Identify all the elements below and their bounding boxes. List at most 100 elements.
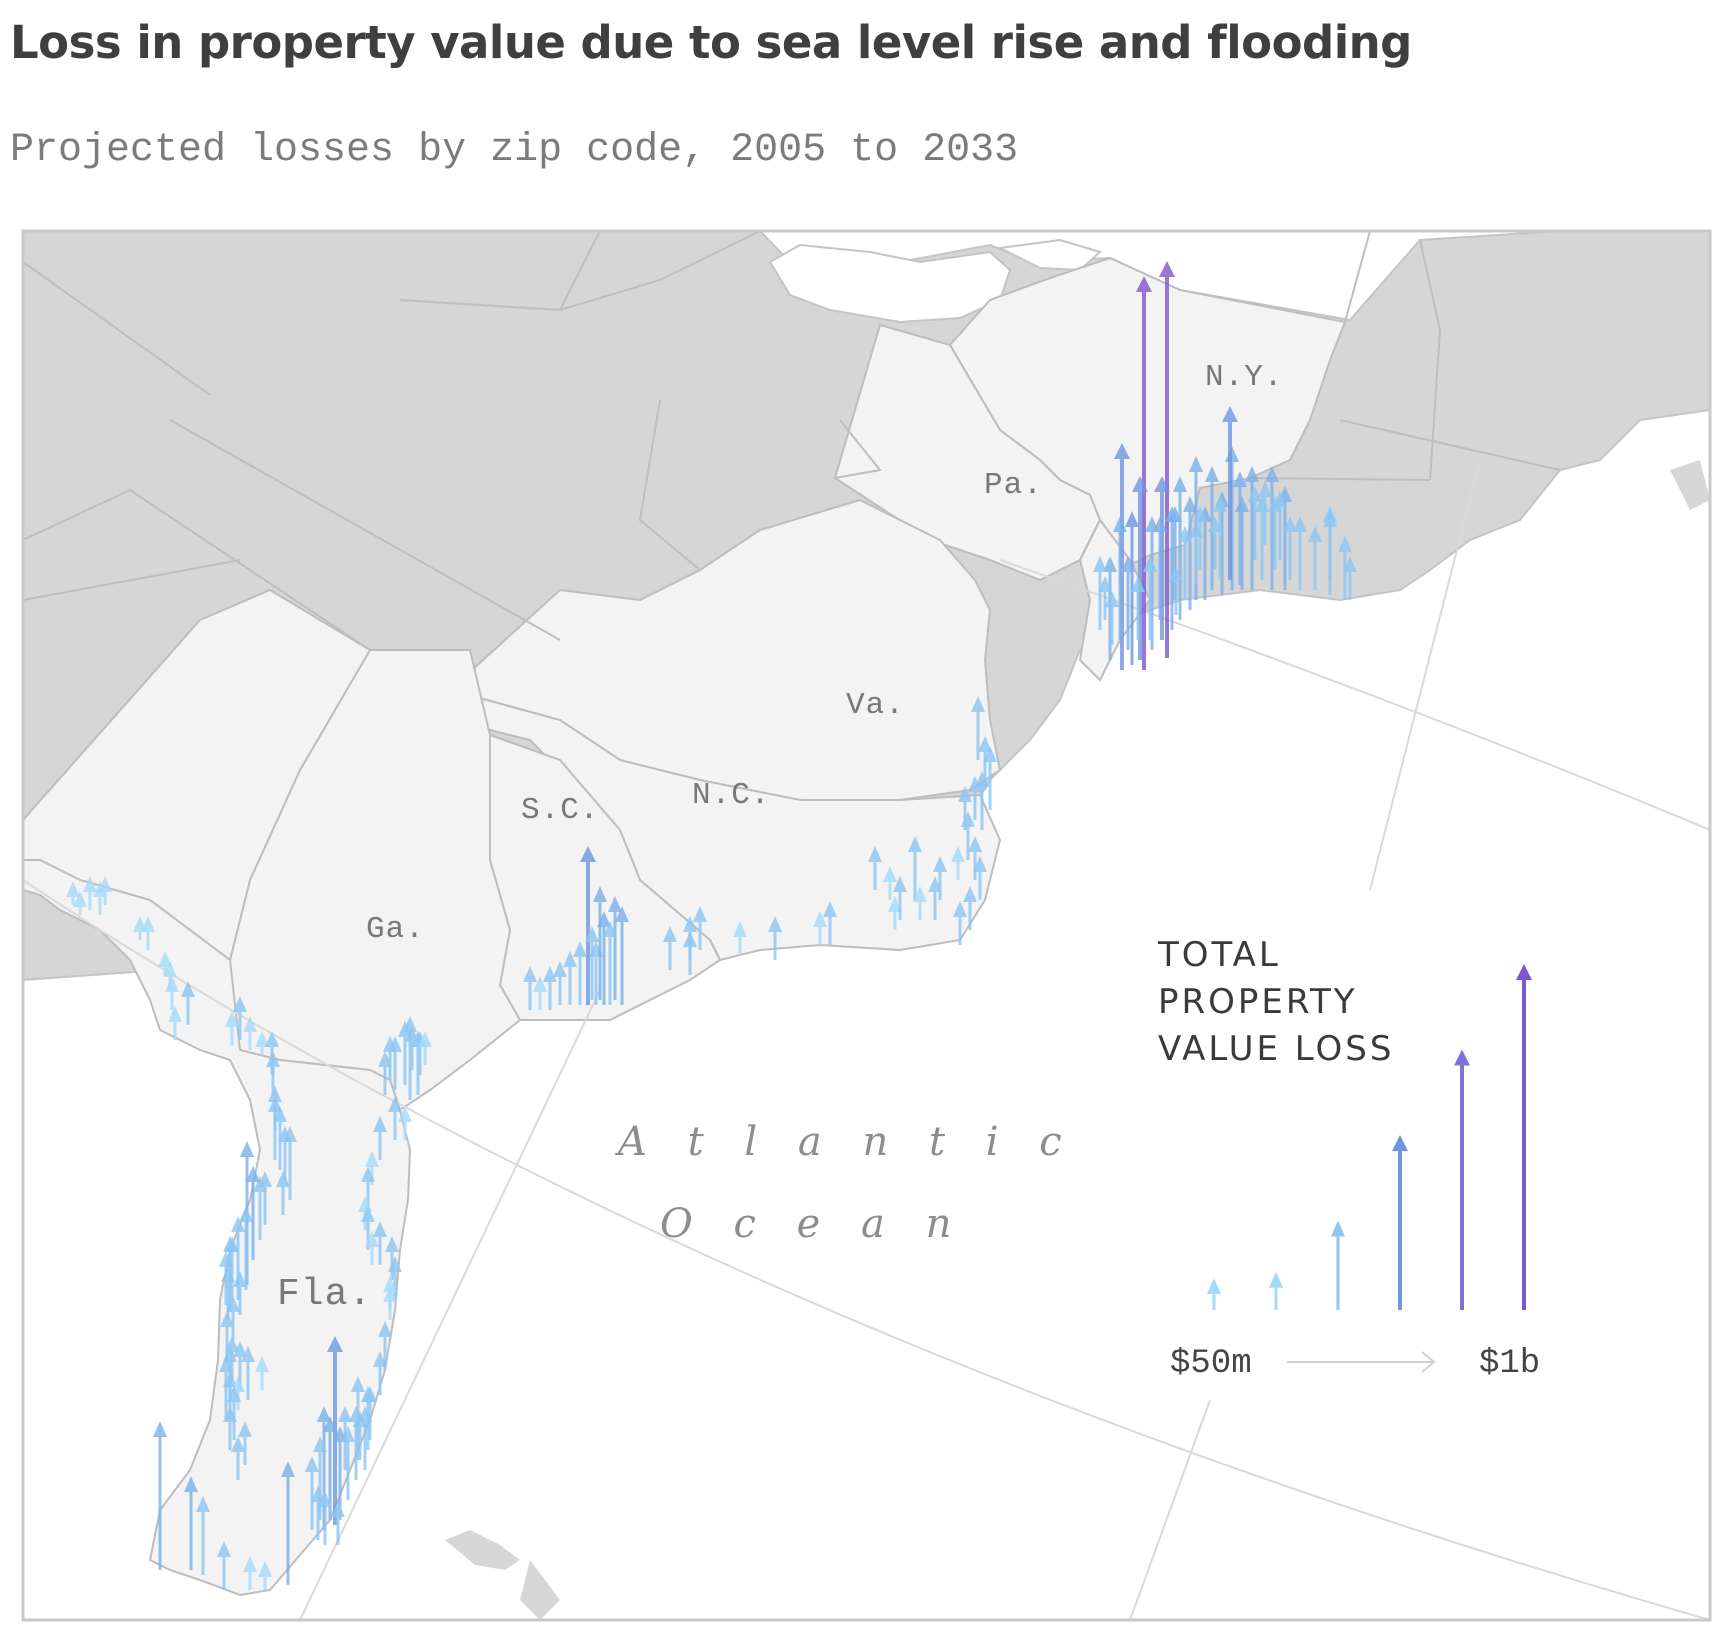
loss-spike-head — [276, 1171, 290, 1187]
loss-spike-head — [1258, 481, 1272, 497]
loss-spike — [405, 1026, 419, 1070]
loss-spike-head — [378, 1321, 392, 1337]
loss-spike — [338, 1406, 352, 1470]
loss-spike — [165, 976, 179, 1010]
loss-spike-head — [73, 891, 87, 907]
loss-spike-head — [1233, 471, 1247, 487]
loss-spike-head — [543, 966, 557, 982]
loss-spike-head — [351, 1376, 365, 1392]
loss-spike — [1338, 536, 1352, 600]
state-label-fla: Fla. — [277, 1273, 372, 1316]
loss-spike-head — [243, 1016, 257, 1032]
loss-spike-head — [768, 916, 782, 932]
loss-spike-head — [951, 846, 965, 862]
loss-spike — [968, 836, 982, 880]
loss-spike — [373, 1351, 387, 1395]
ocean-label-line2: O c e a n — [660, 1201, 965, 1247]
loss-spike — [66, 881, 80, 905]
loss-spike-head — [823, 901, 837, 917]
loss-spike — [1331, 1220, 1345, 1310]
loss-spike — [1213, 496, 1227, 580]
loss-spike-head — [1168, 506, 1182, 522]
loss-spike-head — [1103, 556, 1117, 572]
loss-spike — [580, 846, 596, 1005]
loss-spike-head — [553, 961, 567, 977]
loss-spike — [543, 966, 557, 1010]
loss-spike — [398, 1021, 412, 1085]
loss-spike-head — [383, 1286, 397, 1302]
loss-spike-head — [1189, 521, 1203, 537]
loss-spike — [1392, 1135, 1408, 1310]
loss-spike — [373, 1221, 387, 1265]
loss-spike-head — [1159, 261, 1175, 277]
loss-spike-head — [913, 886, 927, 902]
loss-spike — [168, 1006, 182, 1040]
loss-spike-head — [418, 1031, 432, 1047]
loss-spike — [1205, 466, 1219, 590]
loss-spike — [231, 1436, 245, 1480]
map-frame — [21, 229, 1712, 1622]
state-label-ny: N.Y. — [1205, 360, 1283, 395]
loss-spike — [73, 891, 87, 915]
loss-spike — [1093, 556, 1107, 630]
loss-spike-head — [266, 1051, 280, 1067]
loss-spike — [1233, 471, 1247, 585]
loss-spike — [83, 876, 97, 910]
loss-spike-head — [331, 1501, 345, 1517]
loss-spike — [418, 1031, 432, 1065]
loss-spike-head — [1183, 496, 1197, 512]
loss-spike-head — [978, 736, 992, 752]
loss-spike-head — [66, 881, 80, 897]
page-subtitle: Projected losses by zip code, 2005 to 20… — [10, 128, 1019, 173]
loss-spike-head — [231, 1216, 245, 1232]
loss-spike — [221, 1266, 235, 1320]
loss-spike — [305, 1456, 319, 1530]
loss-spike — [255, 1031, 269, 1055]
loss-spike-head — [258, 1561, 272, 1577]
loss-spike — [1193, 506, 1207, 570]
loss-spike-head — [1392, 1135, 1408, 1151]
loss-spike — [951, 846, 965, 880]
loss-spike — [693, 906, 707, 950]
legend-spikes — [1207, 964, 1532, 1310]
loss-spike-head — [226, 1296, 240, 1312]
loss-spike-head — [928, 876, 942, 892]
loss-spike — [98, 876, 112, 905]
loss-spike-head — [908, 836, 922, 852]
loss-spike-head — [961, 811, 975, 827]
state-label-nc: N.C. — [692, 778, 770, 813]
loss-spike — [327, 1336, 343, 1525]
loss-spike — [233, 1271, 247, 1315]
loss-spike — [663, 926, 677, 970]
loss-spike — [233, 996, 247, 1040]
loss-spike-head — [563, 951, 577, 967]
loss-spike — [217, 1541, 231, 1590]
loss-spike-head — [225, 1336, 239, 1352]
loss-spike — [225, 1011, 239, 1045]
loss-spike — [971, 696, 985, 760]
legend-title-line2: PROPERTY — [1158, 982, 1358, 1022]
loss-spike — [1454, 1049, 1470, 1310]
loss-spike — [1189, 521, 1203, 585]
loss-spike-head — [241, 1346, 255, 1362]
loss-spike-head — [255, 1031, 269, 1047]
island-cuba — [520, 1560, 560, 1620]
loss-spike-head — [361, 1206, 375, 1222]
loss-spike-head — [1173, 476, 1187, 492]
loss-spike — [373, 1116, 387, 1160]
loss-spike-head — [233, 996, 247, 1012]
loss-spike-head — [1193, 506, 1207, 522]
loss-spike-head — [533, 976, 547, 992]
loss-spike-head — [388, 1256, 402, 1272]
loss-spike — [615, 906, 629, 1005]
loss-spike — [1125, 511, 1139, 665]
loss-spike — [1273, 491, 1287, 560]
loss-spike-head — [338, 1406, 352, 1422]
loss-spike-head — [1269, 1271, 1283, 1288]
loss-spike-head — [1136, 276, 1152, 292]
loss-spike — [1159, 261, 1175, 658]
loss-spike-head — [933, 856, 947, 872]
loss-spike — [1153, 516, 1167, 620]
loss-spike-head — [223, 1406, 237, 1422]
loss-spike — [243, 1016, 257, 1050]
